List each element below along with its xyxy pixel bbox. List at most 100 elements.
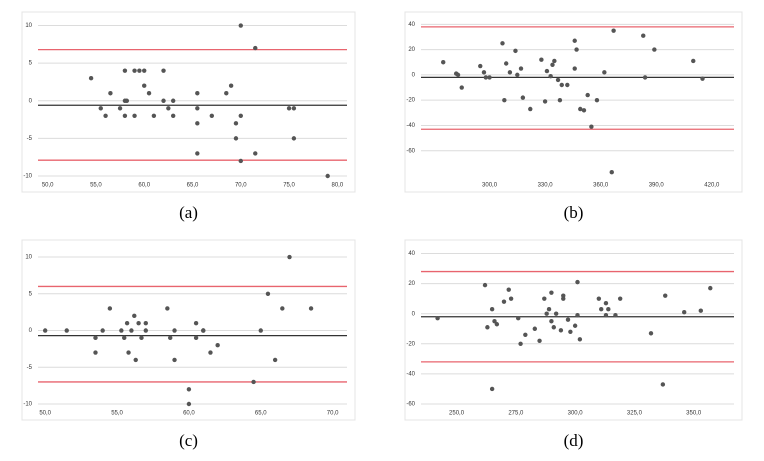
point	[613, 313, 618, 318]
x-tick-label: 275,0	[508, 411, 524, 417]
panel-label: (a)	[179, 203, 198, 222]
point	[552, 58, 557, 64]
point	[166, 106, 171, 111]
point	[209, 113, 215, 119]
point	[572, 66, 577, 71]
x-tick-label: 75,0	[283, 183, 295, 189]
point	[122, 68, 128, 73]
point	[506, 287, 511, 292]
x-tick-label: 250,0	[449, 411, 465, 417]
point	[557, 97, 563, 103]
point	[122, 113, 128, 119]
point	[280, 306, 285, 311]
panel-label: (b)	[564, 203, 584, 222]
point	[143, 328, 148, 333]
point	[201, 328, 206, 333]
point	[64, 328, 69, 333]
point	[228, 83, 234, 88]
point	[103, 113, 108, 119]
point	[487, 75, 492, 80]
x-tick-label: 420,0	[704, 183, 720, 189]
panel-frame	[404, 239, 743, 421]
point	[503, 61, 509, 66]
point	[253, 151, 258, 156]
point	[325, 173, 330, 179]
point	[652, 47, 657, 52]
x-tick-label: 50,0	[39, 411, 51, 417]
y-tick-label: 40	[408, 22, 415, 28]
point	[648, 331, 654, 336]
point	[142, 68, 147, 73]
point	[172, 328, 177, 333]
point	[161, 68, 166, 73]
x-tick-label: 55,0	[111, 411, 123, 417]
point	[133, 357, 138, 363]
point	[577, 337, 583, 342]
point	[559, 82, 564, 88]
x-tick-label: 330,0	[538, 183, 554, 189]
x-tick-label: 300,0	[568, 411, 584, 417]
point	[170, 98, 176, 103]
point	[565, 317, 571, 322]
point	[478, 63, 483, 69]
point	[594, 97, 600, 103]
point	[589, 124, 594, 129]
point	[548, 73, 553, 79]
panel-frame	[21, 11, 356, 193]
point	[143, 320, 148, 326]
point	[117, 106, 123, 111]
point	[663, 293, 668, 298]
point	[42, 328, 48, 333]
y-tick-label: 10	[25, 23, 32, 29]
point	[596, 296, 602, 301]
point	[603, 313, 609, 318]
point	[238, 23, 243, 28]
point	[516, 316, 521, 321]
point	[550, 62, 555, 67]
point	[168, 335, 173, 341]
x-tick-label: 70,0	[235, 183, 247, 189]
point	[233, 136, 239, 141]
point	[485, 325, 490, 330]
point	[537, 338, 542, 343]
point	[572, 323, 578, 328]
point	[520, 95, 526, 100]
point	[132, 113, 137, 119]
y-tick-label: 0	[29, 328, 33, 334]
point	[253, 45, 258, 51]
point	[435, 316, 440, 321]
point	[617, 296, 623, 301]
point	[518, 66, 524, 71]
x-tick-label: 60,0	[183, 411, 195, 417]
point	[265, 291, 271, 296]
point	[132, 68, 137, 73]
point	[459, 85, 464, 90]
point	[544, 68, 550, 74]
point	[286, 106, 292, 111]
panel-frame	[21, 239, 356, 421]
point	[700, 76, 705, 81]
point	[108, 91, 113, 96]
point	[660, 382, 666, 387]
point	[555, 77, 561, 83]
point	[172, 357, 177, 363]
x-tick-label: 50,0	[42, 183, 54, 189]
point	[124, 98, 130, 103]
point	[195, 151, 200, 156]
point	[565, 82, 570, 88]
point	[558, 328, 564, 333]
point	[544, 311, 549, 316]
point	[482, 282, 488, 288]
point	[553, 311, 559, 316]
y-tick-label: 0	[412, 72, 416, 78]
point	[136, 320, 141, 326]
x-tick-label: 80,0	[332, 183, 344, 189]
point	[238, 113, 243, 119]
x-tick-label: 70,0	[327, 411, 339, 417]
point	[441, 60, 446, 65]
x-tick-label: 55,0	[90, 183, 102, 189]
point	[142, 83, 147, 88]
x-tick-label: 60,0	[138, 183, 150, 189]
point	[549, 319, 554, 324]
point	[508, 296, 514, 301]
